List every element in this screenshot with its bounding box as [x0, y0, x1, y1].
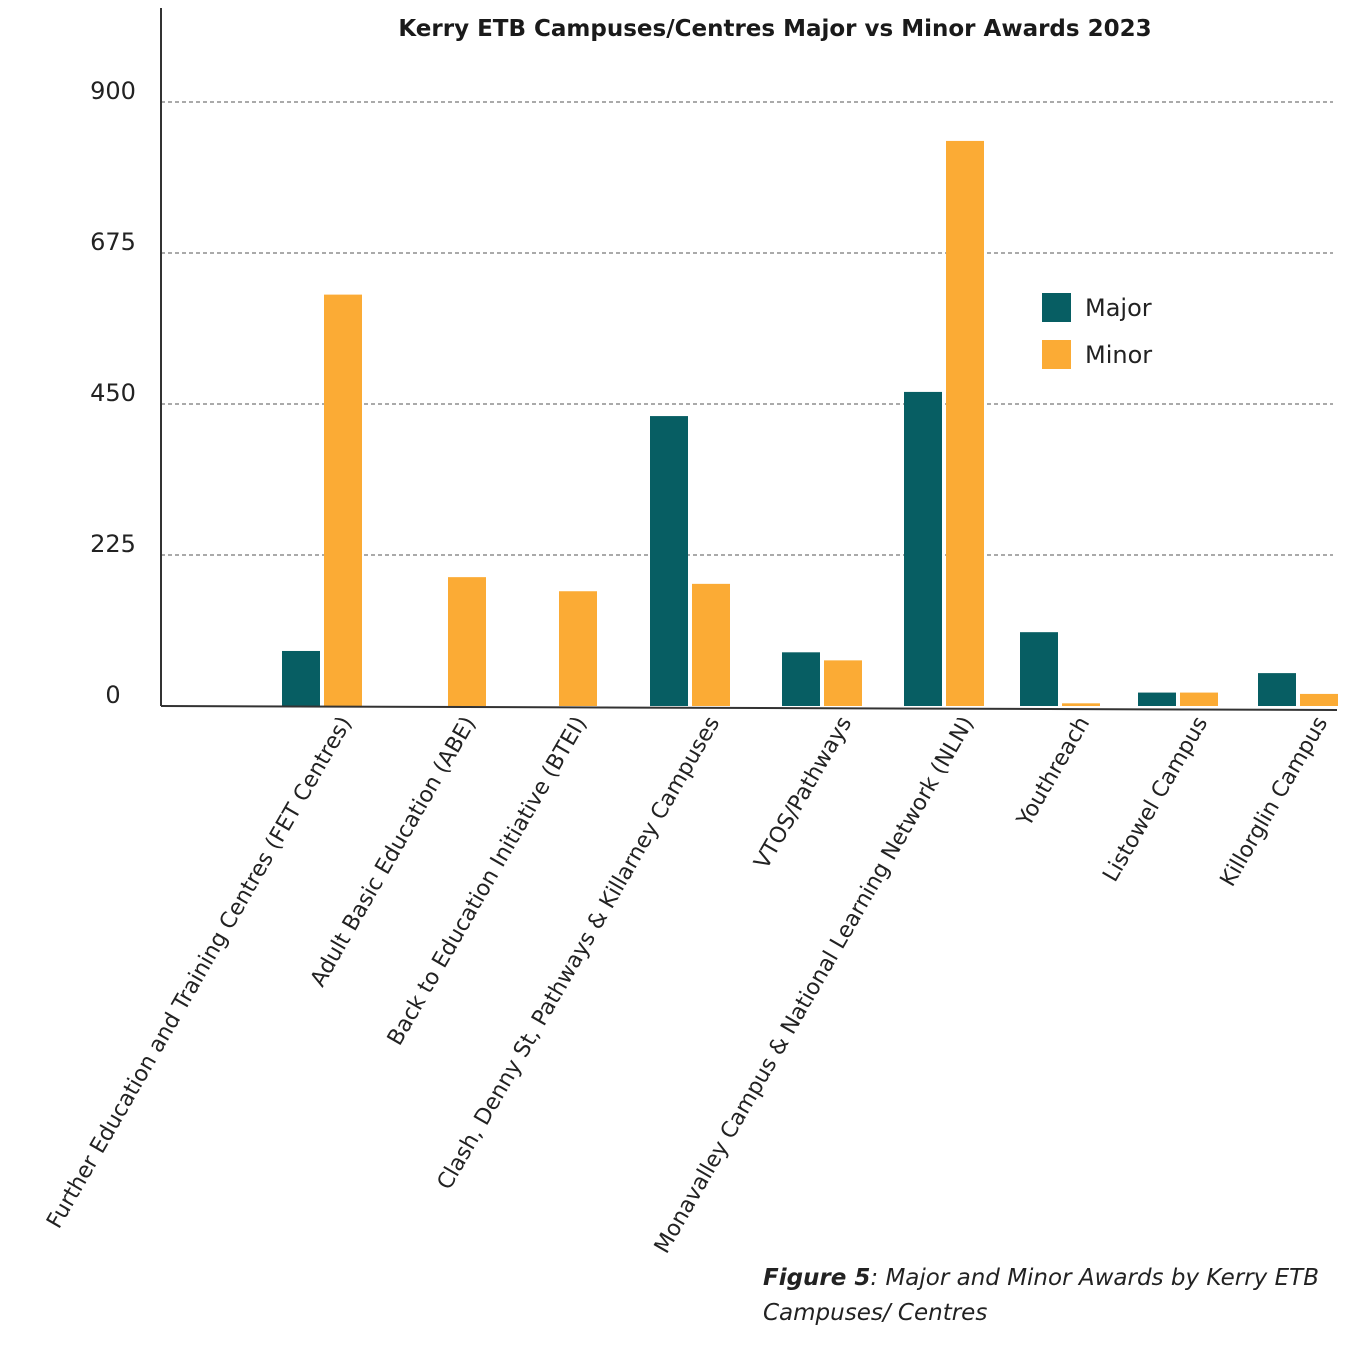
bar-minor — [324, 294, 362, 706]
bars — [282, 140, 1338, 706]
x-category-label: Killorglin Campus — [1216, 713, 1333, 891]
bar-major — [782, 652, 820, 706]
axes — [160, 8, 1338, 711]
legend-label-major: Major — [1085, 294, 1152, 322]
bar-minor — [1300, 693, 1338, 706]
bar-major — [1138, 692, 1176, 706]
bar-minor — [1062, 703, 1100, 706]
legend-label-minor: Minor — [1085, 341, 1152, 369]
x-category-label: VTOS/Pathways — [750, 713, 857, 874]
bar-minor — [559, 591, 597, 706]
gridlines — [161, 101, 1333, 556]
y-tick-label: 900 — [90, 77, 136, 105]
x-axis-line — [160, 705, 1338, 711]
x-category-label: Youthreach — [1012, 713, 1095, 832]
y-tick-label: 225 — [90, 530, 136, 558]
figure-caption: Figure 5: Major and Minor Awards by Kerr… — [763, 1261, 1323, 1331]
legend: Major Minor — [1042, 293, 1152, 369]
bar-minor — [448, 577, 486, 706]
bar-major — [650, 416, 688, 706]
x-category-label: Listowel Campus — [1098, 713, 1213, 887]
category-labels: Further Education and Training Centres (… — [42, 713, 1333, 1258]
bar-minor — [692, 583, 730, 706]
bar-major — [1020, 632, 1058, 706]
figure-caption-label: Figure 5 — [763, 1265, 871, 1291]
legend-swatch-major — [1042, 293, 1071, 322]
y-axis-ticks: 0 225 450 675 900 — [90, 77, 136, 709]
y-tick-label: 450 — [90, 379, 136, 407]
y-tick-label: 0 — [105, 681, 120, 709]
x-category-label: Clash, Denny St, Pathways & Killarney Ca… — [433, 713, 726, 1195]
bar-major — [1258, 673, 1296, 706]
figure-caption-text: : Major and Minor Awards by Kerry ETB Ca… — [763, 1265, 1319, 1326]
legend-swatch-minor — [1042, 340, 1071, 369]
bar-minor — [1180, 692, 1218, 706]
bar-minor — [824, 660, 862, 706]
bar-minor — [946, 140, 984, 706]
chart-title: Kerry ETB Campuses/Centres Major vs Mino… — [398, 16, 1151, 42]
bar-major — [904, 391, 942, 706]
bar-major — [282, 650, 320, 706]
y-tick-label: 675 — [90, 228, 136, 256]
